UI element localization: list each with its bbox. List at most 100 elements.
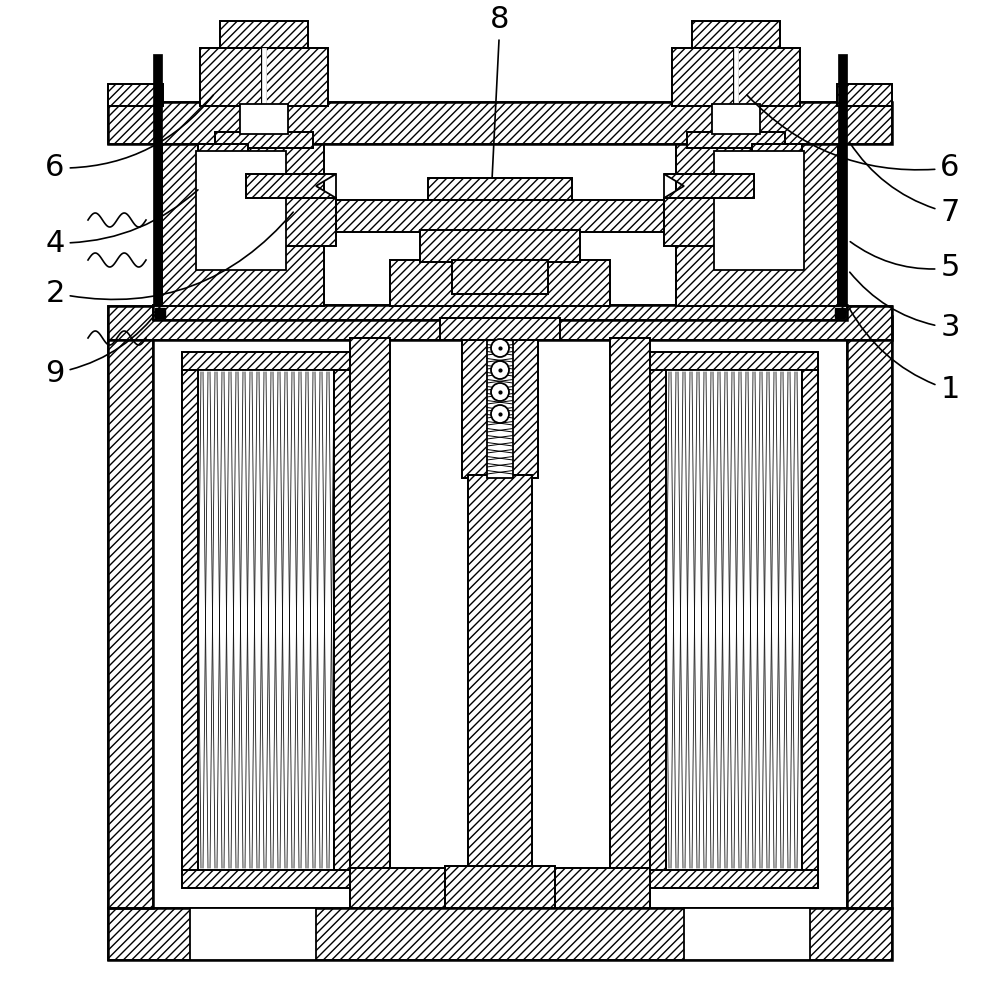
Bar bbox=[837, 84, 892, 106]
Bar bbox=[440, 318, 560, 340]
Bar bbox=[445, 866, 555, 908]
Bar bbox=[802, 370, 818, 870]
Bar bbox=[162, 141, 324, 306]
Bar bbox=[108, 84, 163, 106]
Bar bbox=[198, 144, 248, 188]
Text: 1: 1 bbox=[849, 308, 960, 404]
Bar bbox=[162, 141, 324, 306]
Bar bbox=[672, 48, 734, 106]
Text: 6: 6 bbox=[45, 95, 213, 183]
Bar bbox=[153, 305, 847, 320]
Text: 2: 2 bbox=[45, 212, 293, 307]
Bar bbox=[182, 352, 350, 370]
Bar bbox=[266, 48, 328, 106]
Bar bbox=[664, 198, 754, 246]
Bar bbox=[462, 336, 538, 478]
Bar bbox=[837, 84, 892, 106]
Text: 8: 8 bbox=[490, 6, 510, 177]
Bar bbox=[692, 21, 780, 48]
Bar bbox=[182, 370, 198, 870]
Bar bbox=[246, 198, 336, 246]
Bar bbox=[215, 132, 313, 148]
Bar bbox=[687, 132, 785, 148]
Bar bbox=[390, 260, 610, 306]
Bar bbox=[452, 260, 548, 294]
Bar bbox=[182, 870, 350, 888]
Bar bbox=[333, 200, 667, 232]
Bar bbox=[847, 316, 892, 908]
Circle shape bbox=[491, 339, 509, 357]
Bar bbox=[182, 370, 350, 870]
Bar bbox=[664, 198, 754, 246]
Bar bbox=[692, 21, 780, 48]
Bar bbox=[350, 868, 650, 908]
Bar bbox=[664, 174, 754, 198]
Bar bbox=[610, 338, 650, 908]
Bar bbox=[262, 48, 266, 106]
Bar bbox=[687, 132, 785, 148]
Bar bbox=[108, 908, 892, 960]
Bar bbox=[428, 178, 572, 200]
Bar bbox=[650, 870, 818, 888]
Bar bbox=[108, 316, 153, 908]
Bar bbox=[220, 21, 308, 48]
Text: 3: 3 bbox=[850, 272, 960, 343]
Bar bbox=[108, 84, 163, 106]
Bar bbox=[676, 141, 838, 306]
Bar bbox=[334, 370, 350, 870]
Bar bbox=[390, 260, 610, 306]
Text: 4: 4 bbox=[45, 190, 198, 258]
Bar bbox=[196, 151, 286, 270]
Bar bbox=[672, 48, 734, 106]
Bar bbox=[190, 908, 316, 960]
Bar bbox=[650, 870, 818, 888]
Bar bbox=[153, 54, 162, 306]
Bar bbox=[350, 338, 390, 908]
Bar bbox=[487, 273, 513, 478]
Bar bbox=[200, 48, 262, 106]
Bar bbox=[714, 151, 804, 270]
Bar bbox=[350, 338, 390, 908]
Polygon shape bbox=[246, 174, 336, 198]
Bar bbox=[108, 306, 892, 340]
Bar bbox=[734, 48, 738, 106]
Bar bbox=[738, 48, 800, 106]
Bar bbox=[650, 370, 666, 870]
Bar bbox=[468, 475, 532, 870]
Bar bbox=[712, 104, 760, 134]
Bar bbox=[200, 48, 262, 106]
Bar bbox=[462, 336, 538, 478]
Bar bbox=[838, 54, 847, 306]
Circle shape bbox=[491, 383, 509, 401]
Bar bbox=[420, 230, 580, 262]
Bar bbox=[108, 306, 892, 340]
Bar bbox=[420, 230, 580, 262]
Bar bbox=[484, 224, 516, 260]
Bar bbox=[650, 352, 818, 370]
Bar bbox=[108, 102, 892, 144]
Bar bbox=[752, 144, 802, 188]
Bar bbox=[182, 370, 198, 870]
Bar bbox=[182, 352, 350, 370]
Bar bbox=[182, 870, 350, 888]
Bar bbox=[650, 370, 818, 870]
Bar bbox=[108, 102, 892, 144]
Bar bbox=[246, 198, 336, 246]
Bar bbox=[752, 144, 802, 188]
Bar bbox=[334, 370, 350, 870]
Bar bbox=[676, 141, 838, 306]
Bar bbox=[610, 338, 650, 908]
Bar bbox=[428, 178, 572, 200]
Bar bbox=[468, 475, 532, 870]
Text: 5: 5 bbox=[850, 242, 960, 283]
Bar bbox=[240, 104, 288, 134]
Bar bbox=[452, 260, 548, 294]
Bar bbox=[440, 318, 560, 340]
Bar bbox=[198, 144, 248, 188]
Bar bbox=[108, 316, 153, 908]
Bar bbox=[220, 21, 308, 48]
Text: 6: 6 bbox=[747, 95, 960, 183]
Bar bbox=[484, 224, 516, 260]
Polygon shape bbox=[664, 174, 754, 198]
Bar bbox=[684, 908, 810, 960]
